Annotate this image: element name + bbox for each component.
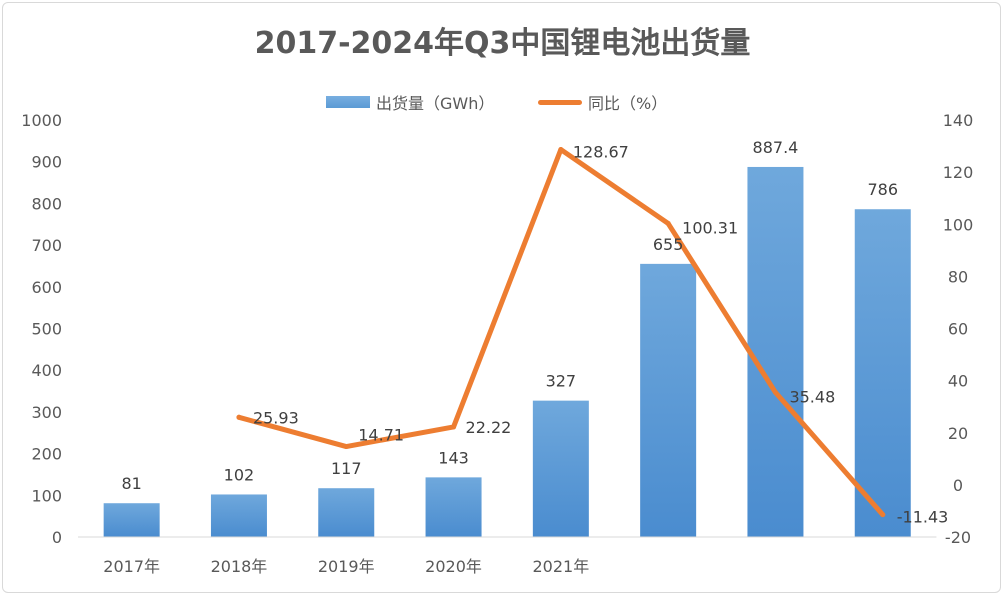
- y-right-tick-label: 0: [953, 476, 963, 495]
- y-left-tick-label: 500: [31, 320, 62, 339]
- bar: [532, 400, 589, 537]
- y-left-tick-label: 100: [31, 486, 62, 505]
- yoy-point: [236, 414, 242, 420]
- bar-value-label: 786: [867, 180, 898, 199]
- yoy-value-label: 25.93: [253, 408, 299, 427]
- yoy-point: [665, 220, 671, 226]
- y-left-tick-label: 200: [31, 445, 62, 464]
- x-tick-label: 2019年: [318, 557, 375, 576]
- legend-label-yoy: 同比（%）: [588, 94, 668, 113]
- bar-value-label: 102: [224, 465, 255, 484]
- bar-series: [103, 166, 911, 537]
- y-left-tick-label: 900: [31, 153, 62, 172]
- chart-legend: 出货量（GWh） 同比（%）: [0, 90, 1005, 114]
- bar: [210, 494, 267, 537]
- yoy-point: [772, 389, 778, 395]
- y-left-tick-label: 600: [31, 278, 62, 297]
- y-right-tick-label: 20: [948, 424, 968, 443]
- x-tick-label: 2018年: [211, 557, 268, 576]
- bar-value-label: 655: [653, 235, 684, 254]
- bar-value-label: 117: [331, 459, 362, 478]
- bar: [318, 488, 375, 537]
- line-series: [236, 147, 886, 518]
- y-left-tick-label: 700: [31, 236, 62, 255]
- yoy-value-label: 22.22: [466, 418, 512, 437]
- chart-title: 2017-2024年Q3中国锂电池出货量: [254, 26, 751, 61]
- yoy-point: [558, 147, 564, 153]
- yoy-value-label: 128.67: [573, 143, 629, 162]
- bar-value-label: 887.4: [753, 138, 799, 157]
- x-tick-label: 2017年: [103, 557, 160, 576]
- yoy-value-label: 14.71: [358, 426, 404, 445]
- x-tick-label: 2021年: [532, 557, 589, 576]
- y-left-tick-label: 800: [31, 194, 62, 213]
- data-labels: 81 102 117 143 327 655 887.4 786 25.93 14.71 22.22…: [121, 138, 948, 527]
- y-left-tick-label: 400: [31, 361, 62, 380]
- yoy-point: [451, 424, 457, 430]
- yoy-point: [880, 512, 886, 518]
- bar: [747, 166, 804, 537]
- bar-value-label: 327: [546, 372, 577, 391]
- y-right-tick-label: 40: [948, 372, 968, 391]
- y-left-tick-label: 300: [31, 403, 62, 422]
- y-axis-right: -20 0 20 40 60 80 100 120 140: [943, 111, 974, 547]
- y-right-tick-label: -20: [945, 528, 971, 547]
- y-right-tick-label: 120: [943, 163, 974, 182]
- y-axis-left: 0 100 200 300 400 500 600 700 800 900 1000: [21, 111, 62, 547]
- legend-line-swatch: [538, 99, 582, 105]
- bar: [103, 503, 160, 537]
- legend-item-yoy: 同比（%）: [538, 90, 667, 114]
- y-right-tick-label: 100: [943, 215, 974, 234]
- yoy-point: [343, 444, 349, 450]
- bar-value-label: 143: [438, 448, 469, 467]
- yoy-value-label: 35.48: [789, 387, 835, 406]
- x-axis-labels: 2017年 2018年 2019年 2020年 2021年: [103, 557, 589, 576]
- legend-item-shipment: 出货量（GWh）: [326, 90, 494, 114]
- bar: [640, 263, 697, 537]
- legend-bar-swatch: [326, 96, 370, 108]
- x-tick-label: 2020年: [425, 557, 482, 576]
- legend-label-shipment: 出货量（GWh）: [376, 94, 495, 113]
- yoy-value-label: -11.43: [897, 508, 949, 527]
- y-right-tick-label: 80: [948, 267, 968, 286]
- bar: [425, 477, 482, 537]
- y-left-tick-label: 0: [52, 528, 62, 547]
- bar-value-label: 81: [121, 474, 141, 493]
- y-left-tick-label: 1000: [21, 111, 62, 130]
- yoy-value-label: 100.31: [682, 218, 738, 237]
- y-right-tick-label: 60: [948, 320, 968, 339]
- bar: [854, 209, 911, 537]
- y-right-tick-label: 140: [943, 111, 974, 130]
